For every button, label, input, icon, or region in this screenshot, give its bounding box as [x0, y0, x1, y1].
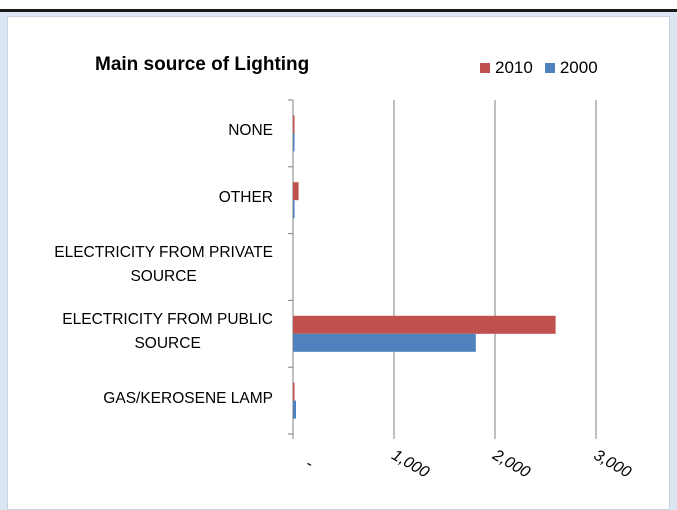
legend-item-2010: 2010: [480, 58, 533, 78]
x-tick-label-2: 2,000: [489, 446, 533, 481]
x-tick-label-0: -: [303, 455, 316, 472]
category-label-line: ELECTRICITY FROM PUBLIC: [62, 310, 273, 328]
bar-2000-1: [293, 200, 295, 219]
x-tick-label-1: 1,000: [389, 447, 432, 482]
legend-label-2000: 2000: [559, 58, 598, 77]
chart-area: [7, 16, 670, 510]
bar-2010-4: [293, 382, 295, 401]
bar-2000-4: [293, 400, 297, 419]
category-label-1: OTHER: [219, 186, 273, 210]
category-label-line: NONE: [228, 122, 273, 140]
category-label-line: SOURCE: [134, 334, 201, 352]
legend-label-2010: 2010: [495, 58, 533, 77]
category-label-line: SOURCE: [130, 268, 197, 285]
category-label-3: ELECTRICITY FROM PUBLIC SOURCE: [62, 308, 273, 356]
x-tick-label-3: 3,000: [591, 447, 634, 482]
category-label-line: GAS/KEROSENE LAMP: [103, 389, 273, 407]
top-border: [0, 0, 677, 12]
category-label-line: OTHER: [218, 189, 273, 207]
bar-2010-1: [293, 182, 299, 201]
category-label-line: ELECTRICITY FROM PRIVATE: [54, 244, 273, 261]
category-label-4: GAS/KEROSENE LAMP: [103, 387, 273, 411]
bar-2000-3: [293, 333, 476, 352]
chart-title: Main source of Lighting: [95, 54, 310, 75]
bar-2010-3: [293, 315, 556, 334]
chart-legend: 2010 2000: [480, 58, 610, 78]
bar-2010-0: [293, 115, 295, 134]
legend-swatch-2010: [480, 63, 490, 73]
legend-item-2000: 2000: [544, 58, 598, 78]
bar-2000-0: [293, 133, 295, 152]
category-label-0: NONE: [228, 119, 273, 143]
category-label-2: ELECTRICITY FROM PRIVATE SOURCE: [54, 241, 273, 289]
legend-swatch-2000: [544, 63, 555, 73]
